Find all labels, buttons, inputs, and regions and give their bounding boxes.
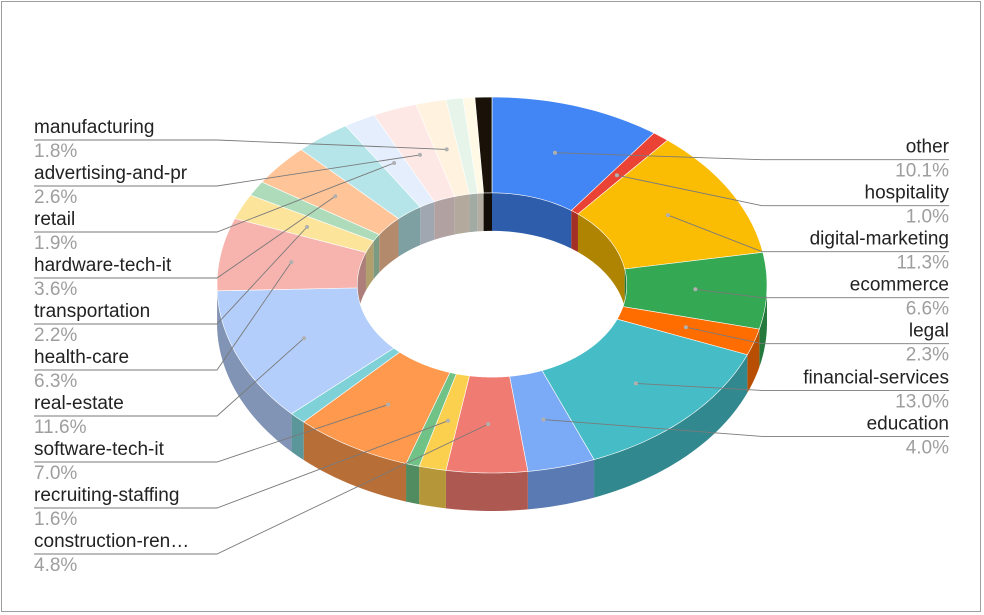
leader-transportation [34, 226, 308, 325]
leader-real-estate [34, 337, 305, 417]
leader-ecommerce [695, 288, 949, 299]
label-legal: legal [909, 321, 949, 342]
label-ecommerce: ecommerce [850, 275, 949, 296]
side-education [527, 459, 595, 510]
label-hardware-tech-it: hardware-tech-it [34, 255, 172, 276]
leader-dot-ecommerce [693, 287, 698, 292]
leader-recruiting-staffing [34, 420, 449, 509]
inner-wall-unlabeled-15-0 [373, 234, 380, 279]
label-recruiting-staffing: recruiting-staffing [34, 485, 179, 506]
label-digital-marketing: digital-marketing [810, 229, 949, 250]
value-advertising-and-pr: 2.6% [34, 187, 77, 208]
side-financial-services [594, 354, 748, 498]
value-ecommerce: 6.6% [906, 299, 949, 320]
leader-advertising-and-pr [34, 154, 421, 187]
value-hardware-tech-it: 3.6% [34, 279, 77, 300]
value-transportation: 2.2% [34, 325, 77, 346]
label-software-tech-it: software-tech-it [34, 439, 165, 460]
side-construction-ren [445, 470, 528, 511]
leader-construction-ren [34, 423, 489, 555]
label-education: education [867, 413, 949, 434]
label-financial-services: financial-services [803, 367, 949, 388]
leader-education [543, 419, 949, 437]
value-construction-ren: 4.8% [34, 555, 77, 576]
inner-wall-digital-marketing-0 [577, 214, 625, 307]
inner-wall-hardware-tech-it-0 [379, 218, 399, 273]
leader-lines [34, 139, 949, 555]
leader-dot-software-tech-it [386, 402, 391, 407]
side-unlabeled-11 [291, 413, 304, 461]
inner-wall-manufacturing-0 [454, 194, 470, 235]
leader-dot-legal [683, 325, 688, 330]
side-legal [747, 329, 760, 393]
leader-hospitality [616, 174, 949, 207]
donut-top [216, 96, 768, 474]
leader-dot-financial-services [633, 381, 638, 386]
leader-other [554, 152, 949, 161]
leader-legal [685, 326, 949, 345]
leader-dot-health-care [289, 260, 294, 265]
leader-dot-retail [392, 161, 397, 165]
leader-retail [34, 162, 395, 233]
leader-dot-manufacturing [444, 147, 449, 152]
leader-manufacturing [34, 139, 447, 150]
leader-dot-hardware-tech-it [333, 194, 338, 199]
leader-dot-recruiting-staffing [446, 418, 450, 423]
leader-dot-advertising-and-pr [418, 152, 422, 157]
inner-wall-other-0 [492, 192, 572, 249]
value-retail: 1.9% [34, 233, 77, 254]
leader-dot-real-estate [302, 336, 306, 341]
inner-wall-unlabeled-22-0 [477, 193, 484, 232]
label-advertising-and-pr: advertising-and-pr [34, 163, 188, 184]
value-software-tech-it: 7.0% [34, 463, 77, 484]
label-transportation: transportation [34, 301, 150, 322]
label-health-care: health-care [34, 347, 129, 368]
value-real-estate: 11.6% [34, 417, 87, 438]
side-software-tech-it [303, 422, 407, 502]
leader-software-tech-it [34, 404, 389, 463]
label-hospitality: hospitality [865, 183, 950, 204]
label-other: other [906, 137, 950, 158]
label-construction-ren: construction-ren… [34, 531, 189, 552]
side-unlabeled-9 [406, 463, 420, 505]
inner-wall-retail-0 [420, 201, 435, 245]
value-manufacturing: 1.8% [34, 141, 77, 162]
inner-wall-unlabeled-21-0 [469, 193, 478, 233]
donut-inner-wall [357, 192, 627, 323]
side-real-estate [217, 290, 292, 452]
leader-digital-marketing [667, 214, 949, 253]
leader-dot-transportation [305, 225, 309, 229]
side-ecommerce [759, 285, 767, 368]
value-education: 4.0% [906, 437, 949, 458]
value-other: 10.1% [895, 161, 949, 182]
value-recruiting-staffing: 1.6% [34, 509, 77, 530]
leader-financial-services [635, 382, 949, 391]
slice-unlabeled-23 [474, 96, 493, 194]
inner-wall-unlabeled-17-0 [398, 207, 421, 257]
inner-wall-transportation-0 [365, 240, 374, 291]
leader-dot-construction-ren [486, 422, 491, 427]
value-financial-services: 13.0% [895, 391, 949, 412]
side-recruiting-staffing [419, 466, 446, 509]
leader-hardware-tech-it [34, 195, 336, 279]
label-real-estate: real-estate [34, 393, 124, 414]
value-legal: 2.3% [906, 345, 949, 366]
leader-health-care [34, 261, 292, 371]
label-manufacturing: manufacturing [34, 117, 154, 138]
inner-wall-unlabeled-23-0 [483, 192, 492, 232]
slice-labels: other 10.1%hospitality 1.0%digital-marketi… [34, 117, 950, 576]
value-digital-marketing: 11.3% [897, 253, 950, 274]
leader-dot-digital-marketing [665, 213, 670, 218]
leader-dot-education [541, 417, 546, 422]
inner-wall-hospitality-0 [571, 210, 578, 253]
value-health-care: 6.3% [34, 371, 77, 392]
donut-sides [217, 285, 767, 511]
leader-dot-hospitality [614, 173, 619, 178]
label-retail: retail [34, 209, 75, 230]
inner-wall-advertising-and-pr-0 [434, 196, 455, 240]
value-hospitality: 1.0% [906, 207, 949, 228]
leader-dot-other [553, 150, 557, 155]
